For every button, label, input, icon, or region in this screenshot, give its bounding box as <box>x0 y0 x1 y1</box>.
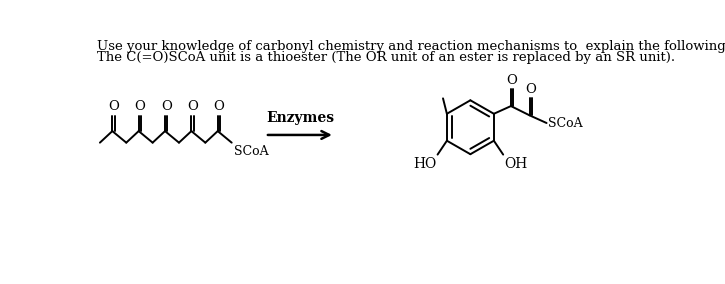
Text: O: O <box>213 100 224 113</box>
Text: O: O <box>108 100 119 113</box>
Text: O: O <box>134 100 145 113</box>
Text: SCoA: SCoA <box>234 145 269 158</box>
Text: O: O <box>161 100 172 113</box>
Text: The C(=O)SCoA unit is a thioester (The OR unit of an ester is replaced by an SR : The C(=O)SCoA unit is a thioester (The O… <box>97 51 675 64</box>
Text: Use your knowledge of carbonyl chemistry and reaction mechanisms to  explain the: Use your knowledge of carbonyl chemistry… <box>97 40 725 53</box>
Text: OH: OH <box>504 157 527 171</box>
Text: SCoA: SCoA <box>548 116 583 130</box>
Text: HO: HO <box>413 157 436 171</box>
Text: O: O <box>507 74 518 87</box>
Text: O: O <box>525 83 536 96</box>
Text: O: O <box>187 100 198 113</box>
Text: Enzymes: Enzymes <box>266 111 334 125</box>
